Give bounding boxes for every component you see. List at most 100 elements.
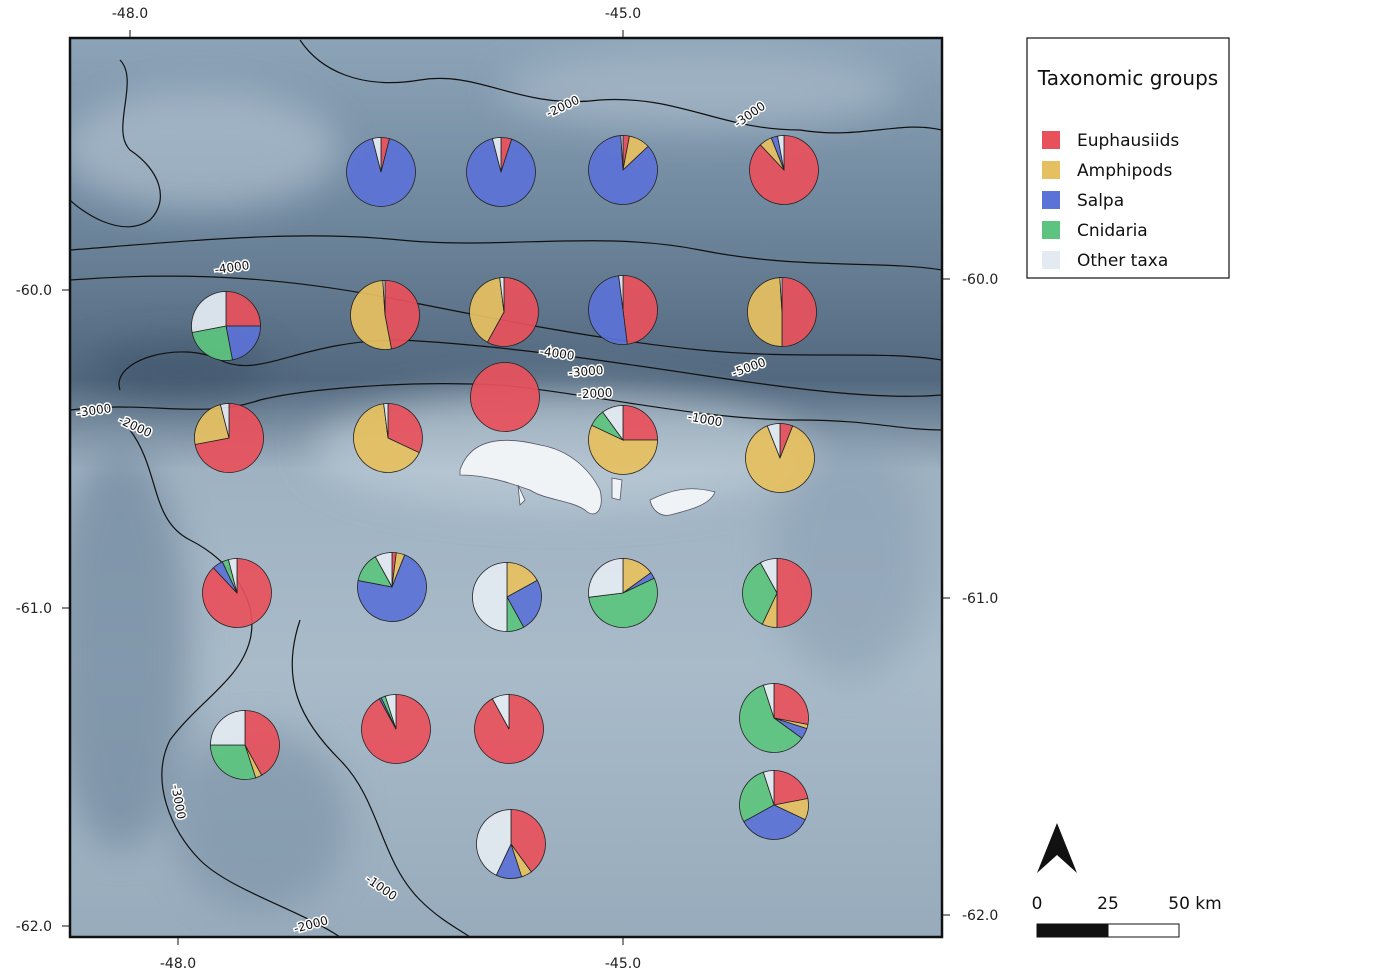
graticule-labels: -48.0 -45.0 -48.0 -45.0 -60.0 -61.0 -62.0 -60.0… [16, 6, 998, 972]
station-pie [588, 405, 658, 475]
station-pie [472, 562, 542, 632]
lon-label: -45.0 [605, 6, 641, 22]
pie-slice [618, 275, 624, 311]
station-pie [739, 683, 809, 753]
pie-slice [773, 770, 809, 806]
legend-swatch [1042, 161, 1060, 179]
station-pie [357, 552, 427, 622]
legend-label: Amphipods [1077, 161, 1172, 181]
lat-label: -60.0 [962, 272, 998, 288]
pie-slice [588, 275, 628, 345]
pie-slice [745, 425, 815, 493]
station-pie [210, 710, 280, 780]
pie-slice [588, 135, 658, 205]
pie-slice [194, 404, 230, 445]
pie-slice [779, 277, 783, 313]
pie-slice [470, 362, 540, 432]
legend-title: Taxonomic groups [1037, 66, 1218, 90]
station-pie [749, 135, 819, 205]
pie-slice [747, 277, 783, 347]
station-pie [346, 137, 416, 207]
legend-label: Other taxa [1077, 251, 1168, 271]
pie-slice [472, 562, 508, 632]
pie-slice [466, 138, 536, 207]
pie-slice [384, 280, 420, 350]
pie-slice [486, 277, 539, 347]
north-arrow [1037, 823, 1077, 873]
pie-slice [244, 710, 280, 776]
station-pie [350, 280, 420, 350]
islands [459, 439, 716, 516]
pie-slice [382, 280, 386, 316]
station-pie [745, 423, 815, 493]
pie-slice [739, 684, 803, 753]
scale-label: 0 [1032, 894, 1043, 914]
pie-slice [191, 291, 227, 333]
scale-label: 50 km [1168, 894, 1221, 914]
pie-slice [219, 403, 230, 439]
pie-slice [387, 403, 423, 454]
pie-charts [191, 135, 819, 879]
contour-label: -3000 [568, 363, 604, 380]
legend-label: Salpa [1077, 191, 1124, 211]
pie-slice [602, 405, 624, 442]
pie-slice [588, 558, 624, 598]
pie-slice [759, 558, 778, 594]
pie-slice [622, 275, 658, 345]
lat-label: -60.0 [16, 283, 52, 299]
pie-slice [491, 694, 510, 730]
lon-label: -48.0 [160, 956, 196, 972]
pie-slice [620, 135, 624, 171]
lat-label: -62.0 [16, 919, 52, 935]
station-pie [474, 694, 544, 764]
pie-slice [225, 325, 261, 361]
legend-swatch [1042, 221, 1060, 239]
station-pie [466, 137, 536, 207]
pie-slice [739, 771, 775, 823]
pie-slice [210, 710, 246, 746]
station-pie [747, 277, 817, 347]
pie-slice [499, 277, 505, 313]
contour-label: -4000 [539, 344, 575, 363]
legend-swatch [1042, 131, 1060, 149]
legend-swatch [1042, 251, 1060, 269]
legend-label: Euphausiids [1077, 131, 1179, 151]
station-pie [191, 291, 261, 361]
pie-slice [588, 424, 658, 475]
contour-label: -2000 [577, 386, 613, 402]
pie-slice [357, 554, 427, 622]
pie-slice [766, 423, 781, 459]
pie-slice [588, 577, 658, 628]
pie-slice [383, 403, 389, 439]
pie-slice [371, 137, 382, 173]
station-pie [742, 558, 812, 628]
station-pie [194, 403, 264, 473]
contour-label: -3000 [76, 401, 112, 420]
lon-label: -45.0 [605, 956, 641, 972]
station-pie [588, 558, 658, 628]
contour-label: -4000 [214, 258, 250, 277]
pie-slice [773, 683, 809, 725]
pie-slice [350, 280, 392, 350]
station-pie [588, 135, 658, 205]
pie-slice [506, 579, 542, 628]
lon-label: -48.0 [112, 6, 148, 22]
station-pie [476, 809, 546, 879]
pie-slice [384, 694, 397, 730]
legend-swatch [1042, 191, 1060, 209]
pie-slice [210, 744, 257, 780]
pie-slice [374, 552, 393, 588]
station-pie [202, 558, 272, 628]
pie-slice [191, 325, 233, 361]
pie-slice [777, 135, 785, 171]
station-pie [361, 694, 431, 764]
pie-slice [346, 138, 416, 207]
pie-slice [762, 770, 775, 806]
pie-slice [227, 558, 238, 594]
pie-slice [491, 137, 502, 173]
station-pie [470, 362, 540, 432]
pie-slice [622, 405, 658, 441]
lat-label: -62.0 [962, 908, 998, 924]
pie-slice [776, 558, 812, 628]
